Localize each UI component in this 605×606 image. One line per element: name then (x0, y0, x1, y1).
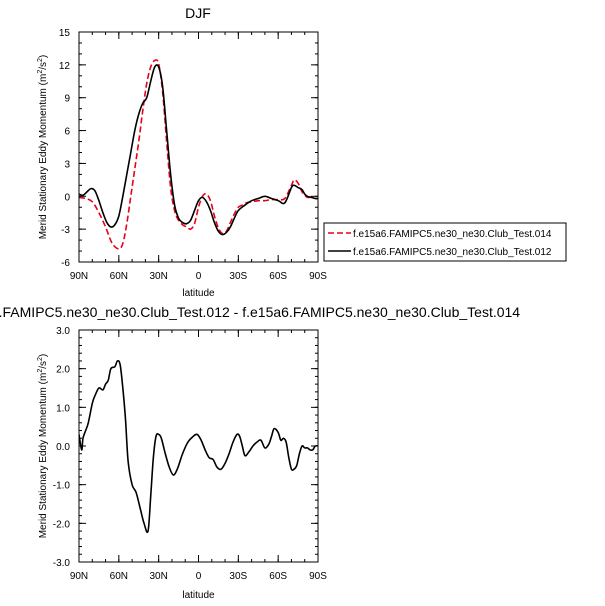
y-tick-label: 9 (64, 94, 70, 105)
y-tick-label: 3 (64, 159, 70, 170)
series-line-1 (79, 59, 318, 250)
y-tick-label: 12 (59, 61, 71, 72)
x-tick-label: 90S (309, 271, 327, 282)
x-tick-label: 30S (229, 271, 247, 282)
y-tick-label: 6 (64, 127, 70, 138)
x-tick-label: 90N (70, 271, 88, 282)
y-tick-label: 15 (59, 28, 71, 39)
x-tick-label: 0 (196, 271, 202, 282)
y-tick-label: -6 (61, 258, 70, 269)
y-tick-label: -1.0 (53, 481, 71, 492)
legend-box (323, 222, 567, 262)
x-tick-label: 60S (269, 271, 287, 282)
x-tick-label: 30S (229, 571, 247, 582)
panel-1: DJF -6 -3 0 3 6 9 12 15 90N 60N 30N 0 30S 60S 90S latitu… (37, 5, 567, 299)
x-tick-label: 0 (196, 571, 202, 582)
y-tick-label: 0.0 (56, 442, 70, 453)
x-tick-label: 90N (70, 571, 88, 582)
y-tick-label: -3.0 (53, 558, 71, 569)
x-tick-label: 60S (269, 571, 287, 582)
x-tick-label: 30N (149, 271, 167, 282)
x-tick-label: 90S (309, 571, 327, 582)
chart-title: f.e15a6.FAMIPC5.ne30_ne30.Club_Test.012 … (0, 304, 520, 320)
y-tick-label: -3 (61, 225, 70, 236)
y-tick-label: 1.0 (56, 403, 70, 414)
series-line-2 (79, 64, 318, 236)
y-axis-label: Merid Stationary Eddy Momentum (m2/s2) (37, 354, 49, 539)
plot-frame (78, 329, 319, 563)
plot-frame (78, 31, 319, 263)
series-group (79, 59, 318, 250)
series-line-1 (79, 359, 318, 534)
y-tick-label: 3.0 (56, 326, 70, 337)
x-axis-label: latitude (182, 288, 215, 299)
y-tick-label: 2.0 (56, 365, 70, 376)
series-group (79, 359, 318, 534)
y-axis-label: Merid Stationary Eddy Momentum (m2/s2) (37, 55, 49, 240)
panel-2: f.e15a6.FAMIPC5.ne30_ne30.Club_Test.012 … (0, 304, 520, 601)
x-tick-label: 30N (149, 571, 167, 582)
legend: f.e15a6.FAMIPC5.ne30_ne30.Club_Test.014f… (323, 222, 567, 262)
legend-label-2: f.e15a6.FAMIPC5.ne30_ne30.Club_Test.012 (353, 247, 552, 258)
legend-label-1: f.e15a6.FAMIPC5.ne30_ne30.Club_Test.014 (353, 229, 552, 240)
x-axis-label: latitude (182, 590, 215, 601)
x-tick-label: 60N (110, 571, 128, 582)
chart-title: DJF (185, 5, 211, 21)
y-tick-label: 0 (64, 192, 70, 203)
x-tick-label: 60N (110, 271, 128, 282)
y-tick-label: -2.0 (53, 519, 71, 530)
